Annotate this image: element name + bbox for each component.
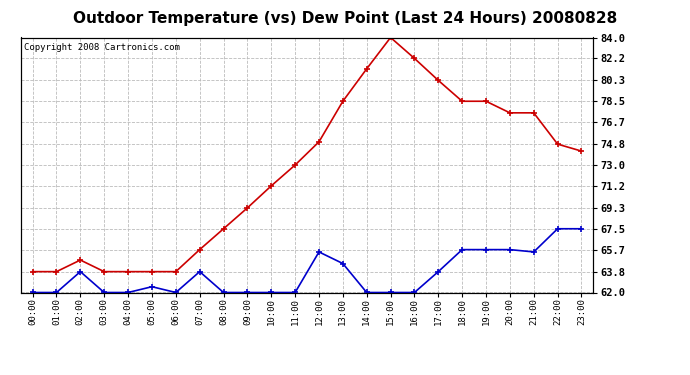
Text: Outdoor Temperature (vs) Dew Point (Last 24 Hours) 20080828: Outdoor Temperature (vs) Dew Point (Last…: [73, 11, 617, 26]
Text: Copyright 2008 Cartronics.com: Copyright 2008 Cartronics.com: [23, 43, 179, 52]
